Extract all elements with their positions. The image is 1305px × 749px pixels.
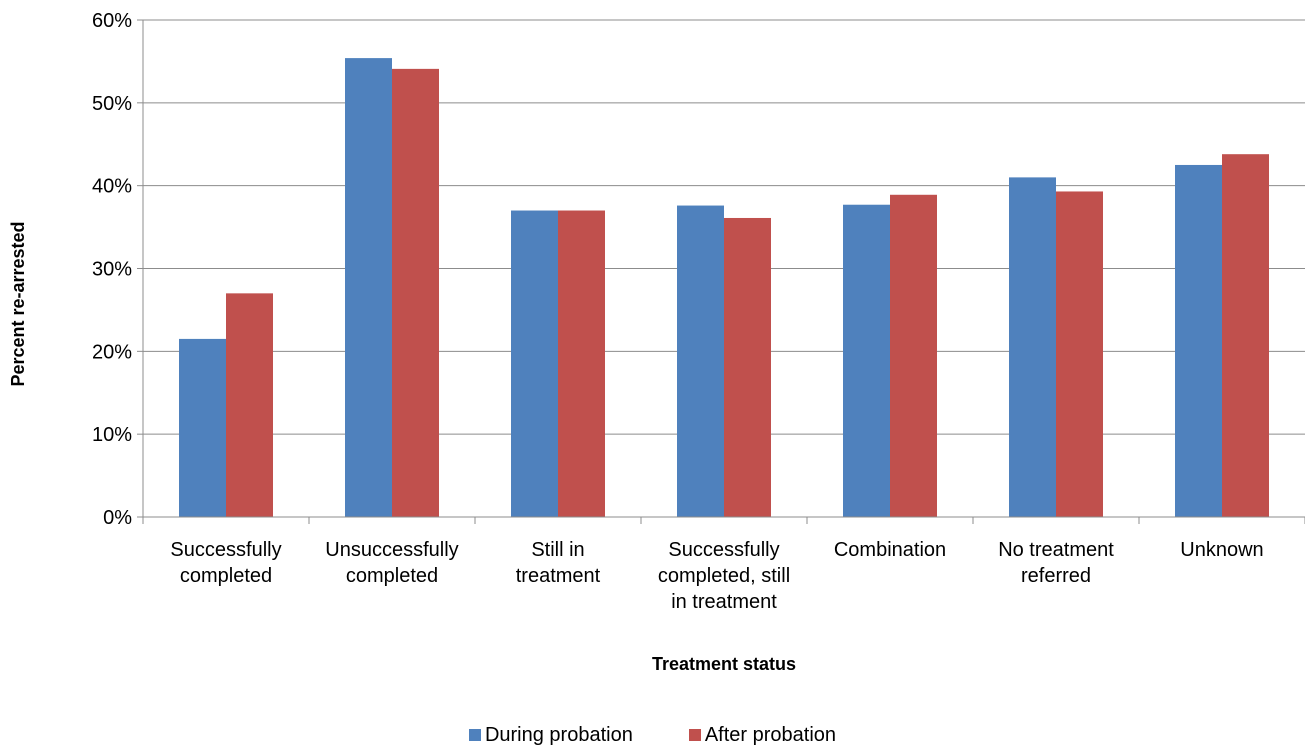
y-tick-label: 50%	[92, 93, 132, 115]
x-tick-label: Successfully completed, still in treatment	[658, 539, 790, 613]
legend: During probation After probation	[0, 721, 1305, 749]
bars	[179, 58, 1269, 518]
y-tick-label: 20%	[92, 341, 132, 363]
bar-chart: 0% 10% 20% 30% 40% 50% 60% Successfully complet…	[8, 10, 1305, 674]
axes	[142, 20, 1305, 524]
legend-label-during: During probation	[484, 723, 633, 746]
legend-item-during: During probation	[468, 723, 633, 747]
x-tick-label: Combination	[834, 539, 946, 561]
bar-after	[724, 217, 771, 517]
y-tick-label: 0%	[103, 507, 132, 529]
bar-after	[1056, 191, 1103, 517]
legend-swatch-during	[468, 729, 481, 741]
bar-after	[890, 194, 937, 518]
x-tick-label: Unknown	[1180, 539, 1263, 561]
bar-after	[1222, 154, 1269, 517]
legend-label-after: After probation	[704, 723, 837, 746]
bar-during	[179, 338, 226, 517]
x-axis-title: Treatment status	[652, 654, 796, 674]
bar-after	[392, 68, 439, 517]
y-axis-title: Percent re-arrested	[8, 221, 28, 386]
bar-during	[345, 58, 392, 517]
y-tick-labels: 0% 10% 20% 30% 40% 50% 60%	[92, 10, 132, 529]
bar-during	[843, 204, 890, 518]
legend-swatch-after	[688, 729, 701, 741]
x-tick-label: Unsuccessfully completed	[325, 539, 458, 587]
x-tick-label: Successfully completed	[170, 539, 281, 587]
x-tick-label: Still in treatment	[516, 539, 601, 587]
x-tick-labels: Successfully completed Unsuccessfully compl…	[170, 539, 1263, 613]
bar-after	[226, 293, 273, 517]
y-tick-label: 10%	[92, 424, 132, 446]
bar-after	[558, 210, 605, 517]
y-tick-label: 40%	[92, 176, 132, 198]
bar-during	[511, 210, 558, 517]
y-tick-label: 30%	[92, 259, 132, 281]
x-tick-label: No treatment referred	[998, 539, 1114, 587]
bar-during	[677, 205, 724, 517]
bar-during	[1009, 177, 1056, 517]
legend-item-after: After probation	[688, 723, 837, 747]
bar-during	[1175, 164, 1222, 518]
y-tick-label: 60%	[92, 10, 132, 32]
